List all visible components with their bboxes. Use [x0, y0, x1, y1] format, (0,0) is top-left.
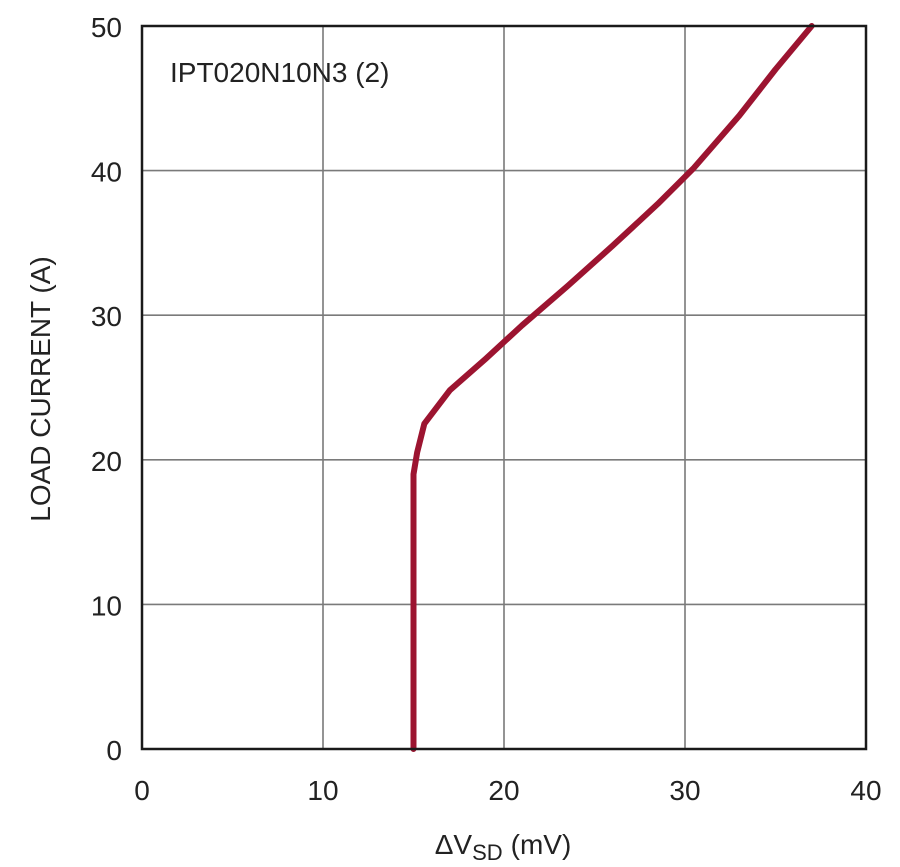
y-tick-label: 0: [106, 735, 122, 766]
chart-annotation: IPT020N10N3 (2): [170, 57, 389, 88]
y-tick-labels: 0 10 20 30 40 50: [91, 12, 122, 766]
plot-frame: [140, 24, 868, 751]
y-axis-title: LOAD CURRENT (A): [25, 256, 56, 522]
x-axis-title-unit: (mV): [511, 829, 572, 860]
y-tick-label: 30: [91, 301, 122, 332]
x-axis-title-subscript: SD: [472, 840, 503, 865]
y-tick-label: 20: [91, 446, 122, 477]
y-tick-label: 40: [91, 157, 122, 188]
x-tick-labels: 0 10 20 30 40: [134, 775, 881, 806]
x-tick-label: 30: [669, 775, 700, 806]
series-layer: [410, 23, 815, 752]
x-tick-label: 0: [134, 775, 150, 806]
y-tick-label: 10: [91, 590, 122, 621]
series-line: [410, 23, 815, 752]
y-tick-label: 50: [91, 12, 122, 43]
x-axis-title-main: ΔV: [435, 829, 473, 860]
grid: [142, 26, 866, 749]
x-tick-label: 20: [488, 775, 519, 806]
x-tick-label: 40: [850, 775, 881, 806]
x-tick-label: 10: [307, 775, 338, 806]
x-axis-title: ΔVSD (mV): [435, 829, 572, 865]
